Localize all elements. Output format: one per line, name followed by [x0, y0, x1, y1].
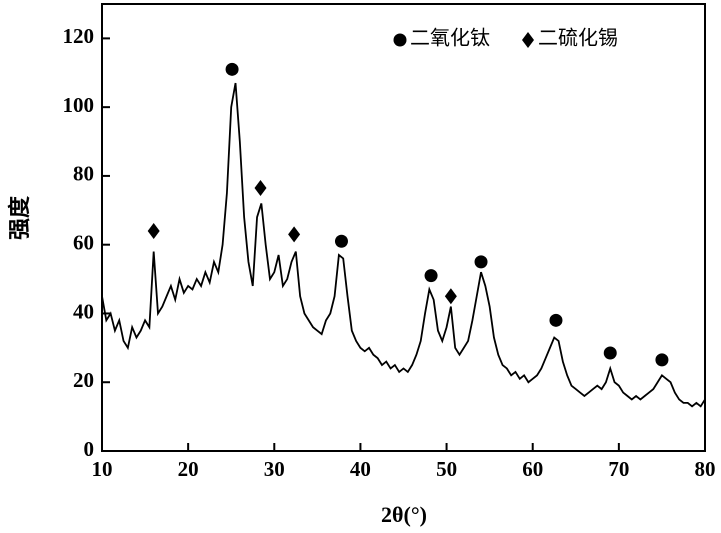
plot-frame — [102, 4, 705, 451]
legend-marker — [394, 34, 407, 47]
x-tick-label: 20 — [178, 457, 199, 481]
peak-marker — [549, 314, 562, 327]
x-tick-label: 10 — [92, 457, 113, 481]
peak-marker — [255, 180, 267, 196]
x-axis-label: 2θ(°) — [381, 502, 427, 527]
peak-marker — [148, 223, 160, 239]
x-tick-label: 70 — [608, 457, 629, 481]
x-tick-label: 80 — [695, 457, 716, 481]
peak-marker — [655, 353, 668, 366]
peak-marker — [288, 226, 300, 242]
legend-marker — [522, 32, 534, 48]
legend-label: 二硫化锡 — [538, 27, 618, 50]
chart: 2θ(°) 强度 10 20 30 40 50 60 70 80 0 20 40 60 80 100 120… — [0, 0, 721, 533]
peak-marker — [335, 235, 348, 248]
peak-marker — [425, 269, 438, 282]
y-tick-label: 0 — [84, 437, 95, 461]
legend-label: 二氧化钛 — [410, 27, 490, 50]
x-tick-label: 50 — [436, 457, 457, 481]
peak-marker — [475, 255, 488, 268]
peak-marker — [445, 288, 457, 304]
y-tick-label: 40 — [73, 299, 94, 323]
y-axis-label: 强度 — [7, 195, 32, 240]
y-tick-label: 120 — [63, 24, 95, 48]
x-tick-label: 30 — [264, 457, 285, 481]
y-tick-label: 80 — [73, 162, 94, 186]
y-tick-label: 60 — [73, 231, 94, 255]
peak-marker — [604, 347, 617, 360]
peak-marker — [226, 63, 239, 76]
y-tick-label: 100 — [63, 93, 95, 117]
y-tick-label: 20 — [73, 368, 94, 392]
x-tick-label: 60 — [522, 457, 543, 481]
x-tick-label: 40 — [350, 457, 371, 481]
